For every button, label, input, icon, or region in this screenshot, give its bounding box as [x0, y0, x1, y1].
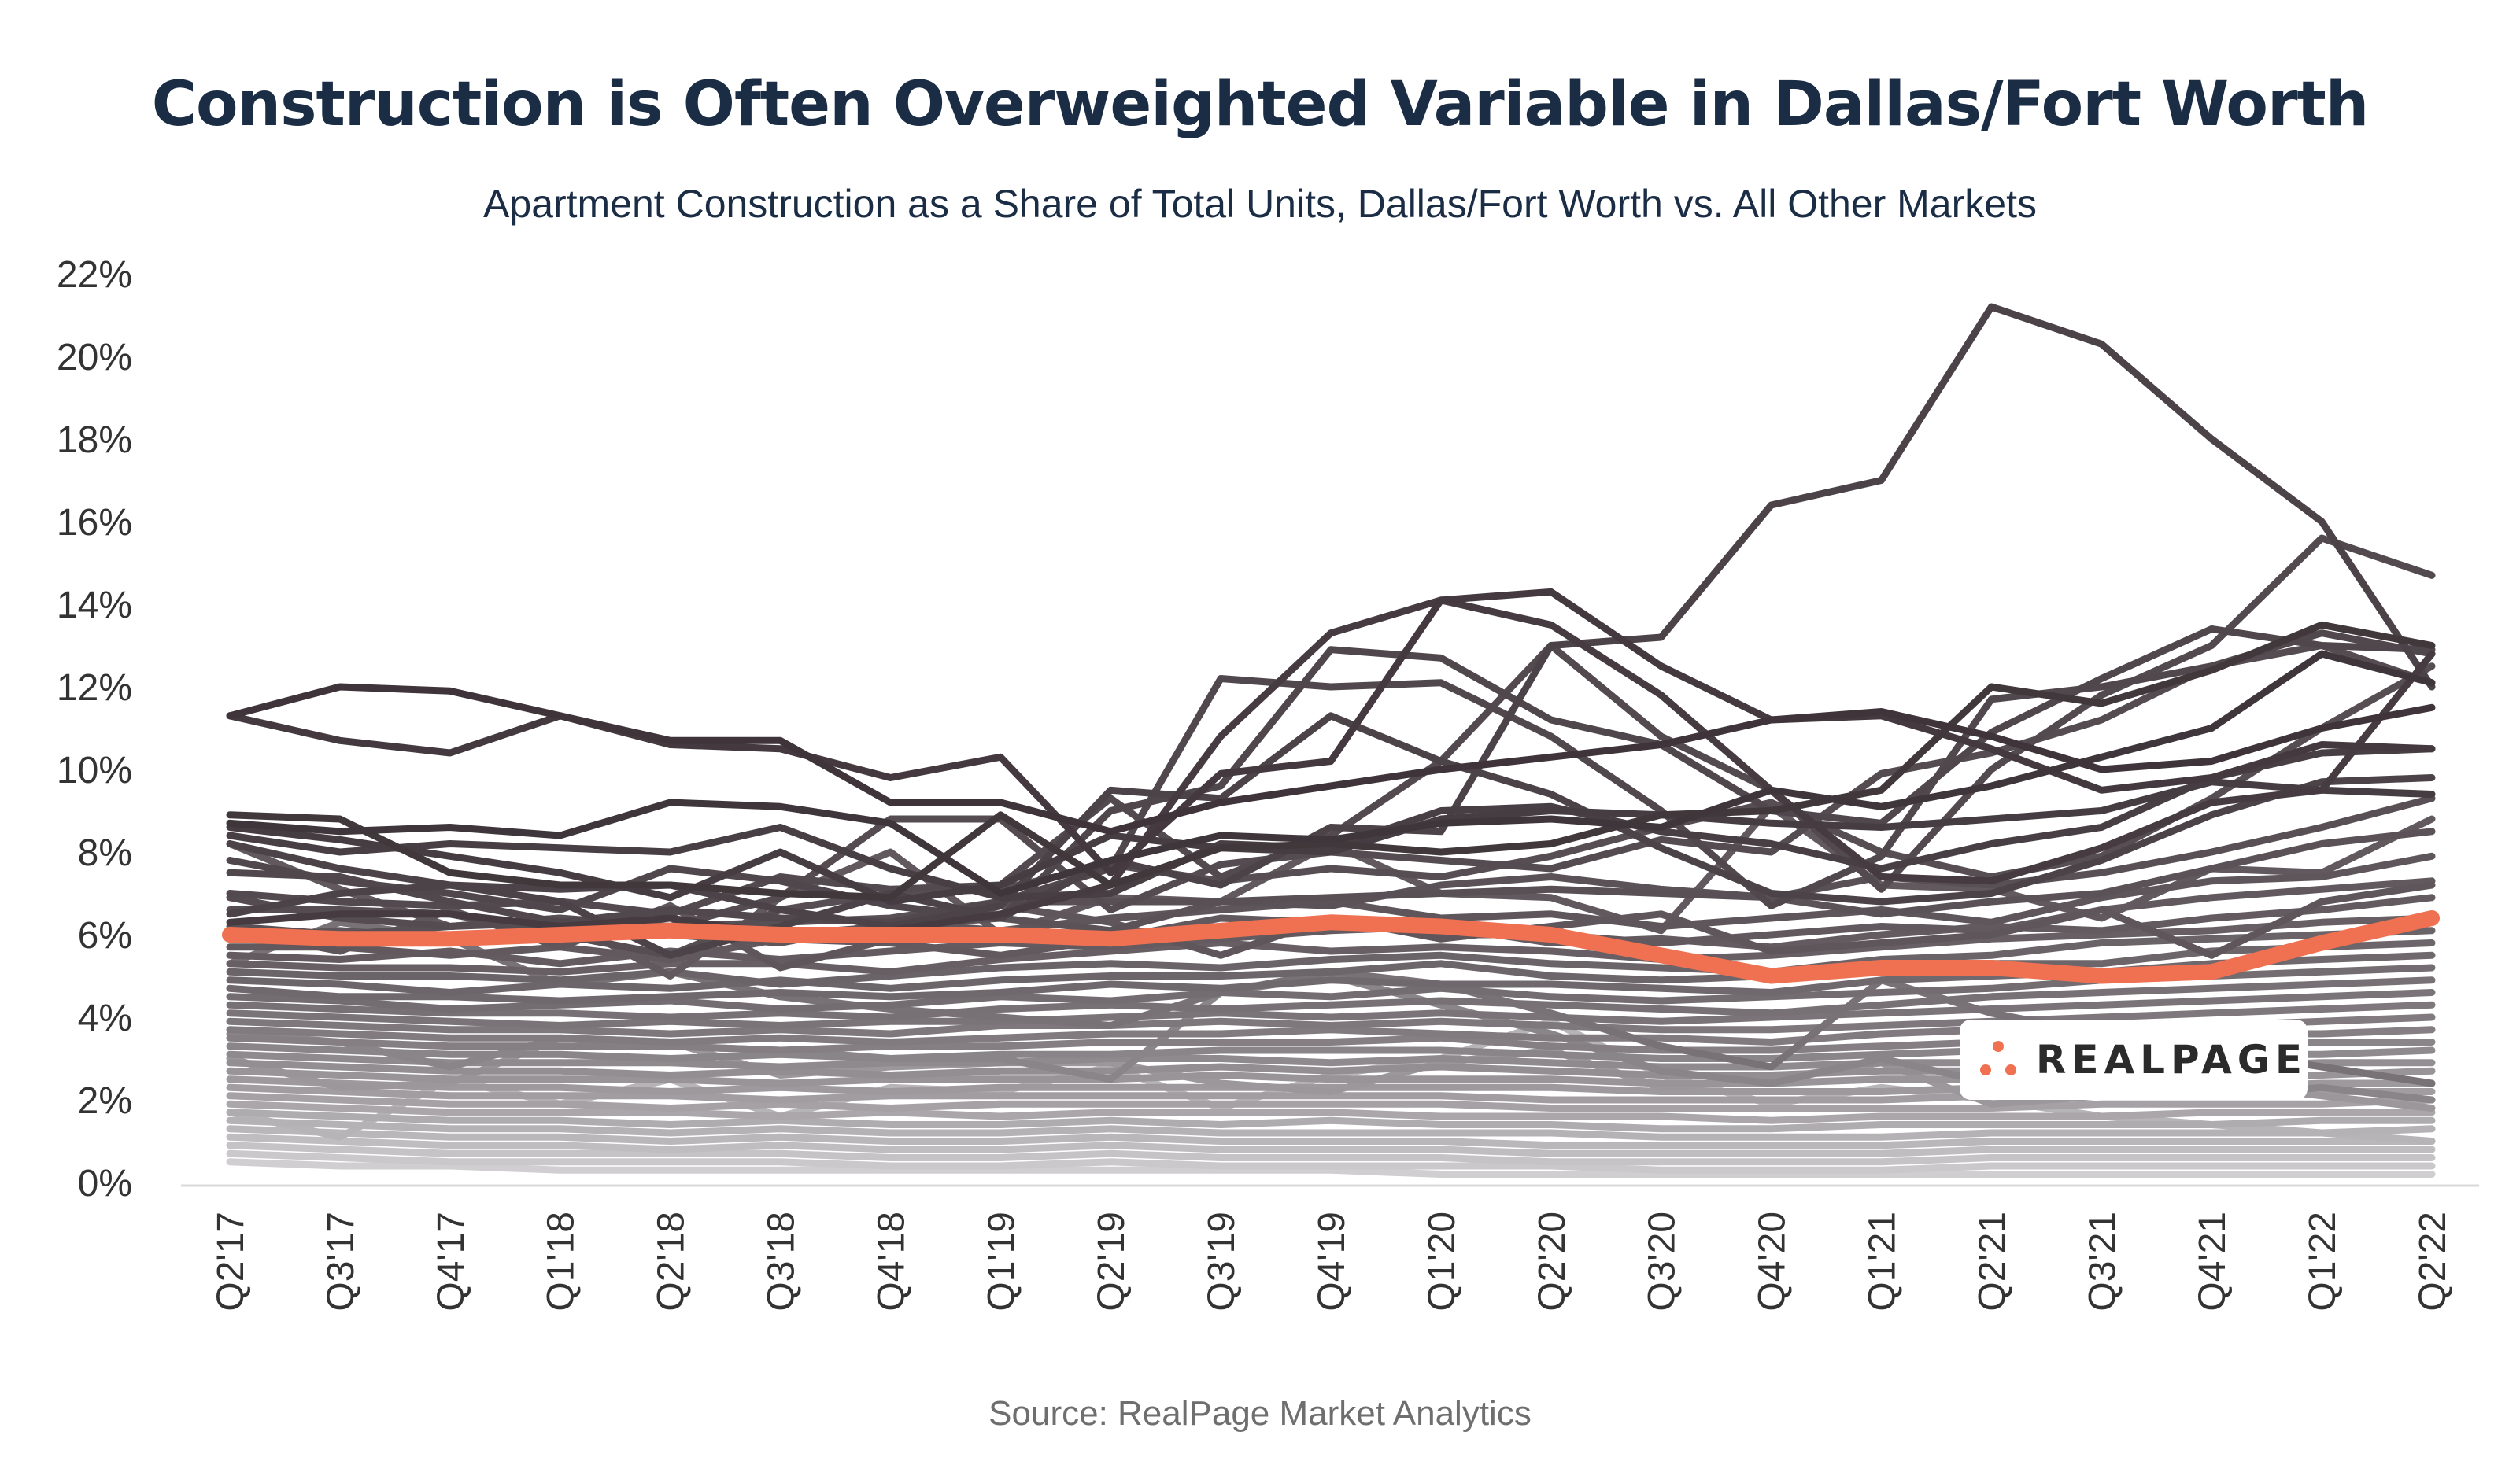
market-series-line [226, 939, 2436, 996]
realpage-logo: REALPAGE [1960, 1020, 2308, 1100]
x-tick-label: Q2'22 [2412, 1212, 2454, 1312]
y-tick-label: 2% [78, 1080, 132, 1122]
dallas-fort-worth-series-line [222, 910, 2440, 984]
market-series-line [226, 964, 2436, 1013]
market-series-line [226, 662, 2436, 959]
market-series-line [226, 1092, 2436, 1112]
x-tick-label: Q2'20 [1532, 1212, 1573, 1312]
x-tick-label: Q4'20 [1752, 1212, 1794, 1312]
x-tick-label: Q2'18 [651, 1212, 693, 1312]
x-tick-label: Q1'18 [541, 1212, 582, 1312]
market-series-line [226, 927, 2436, 988]
x-tick-label: Q3'19 [1201, 1212, 1243, 1312]
y-tick-label: 16% [57, 502, 132, 544]
y-tick-label: 8% [78, 832, 132, 874]
market-series-line [226, 1109, 2436, 1133]
x-tick-label: Q1'21 [1862, 1212, 1904, 1312]
y-axis-ticks: 0% 2% 4% 6% 8% 10% 12% 14% 16% 18% 20% 22% [57, 254, 132, 1205]
market-series-line [226, 1116, 2436, 1141]
market-series-line [226, 303, 2436, 959]
market-series-line [226, 1133, 2436, 1157]
market-series-line [226, 596, 2436, 939]
chart-title: Construction is Often Overweighted Varia… [151, 69, 2370, 140]
market-series-line [226, 1149, 2436, 1174]
market-series-line [226, 1158, 2436, 1178]
market-series-line [226, 621, 2436, 902]
y-tick-label: 6% [78, 915, 132, 957]
x-tick-label: Q4'17 [430, 1212, 472, 1312]
x-tick-label: Q3'17 [320, 1212, 362, 1312]
market-series-line [226, 778, 2436, 906]
y-tick-label: 22% [57, 254, 132, 296]
x-tick-label: Q3'20 [1642, 1212, 1683, 1312]
x-tick-label: Q3'21 [2082, 1212, 2123, 1312]
market-series-line [226, 1001, 2436, 1038]
market-series-line [226, 1100, 2436, 1124]
x-tick-label: Q4'21 [2192, 1212, 2234, 1312]
x-tick-label: Q2'19 [1091, 1212, 1133, 1312]
market-series-line [226, 534, 2436, 918]
x-tick-label: Q4'19 [1311, 1212, 1353, 1312]
y-tick-label: 18% [57, 419, 132, 461]
y-tick-label: 4% [78, 998, 132, 1039]
market-series-line [226, 976, 2436, 1021]
y-tick-label: 0% [78, 1163, 132, 1205]
logo-text: REALPAGE [2035, 1037, 2308, 1083]
x-tick-label: Q3'18 [761, 1212, 803, 1312]
x-tick-label: Q1'19 [981, 1212, 1022, 1312]
market-series-line [226, 745, 2436, 902]
highlight-layer [222, 910, 2440, 984]
x-tick-label: Q2'17 [210, 1212, 252, 1312]
realpage-dots-icon [1975, 1038, 2025, 1082]
market-series-line [226, 650, 2436, 897]
market-series-line [226, 1142, 2436, 1166]
x-axis-ticks: Q2'17 Q3'17 Q4'17 Q1'18 Q2'18 Q3'18 Q4'18 Q1'19… [210, 1212, 2454, 1312]
y-tick-label: 12% [57, 667, 132, 709]
market-series-line [226, 683, 2436, 836]
x-tick-label: Q1'22 [2302, 1212, 2344, 1312]
chart-subtitle: Apartment Construction as a Share of Tot… [483, 182, 2037, 226]
y-tick-label: 20% [57, 337, 132, 378]
market-series-line [226, 894, 2436, 968]
market-series-line [226, 1125, 2436, 1149]
x-tick-label: Q2'21 [1971, 1212, 2013, 1312]
market-series-line [226, 989, 2436, 1029]
x-tick-label: Q4'18 [870, 1212, 912, 1312]
y-tick-label: 10% [57, 750, 132, 791]
y-tick-label: 14% [57, 585, 132, 626]
source-note: Source: RealPage Market Analytics [988, 1394, 1532, 1433]
x-tick-label: Q1'20 [1421, 1212, 1463, 1312]
market-series-line [226, 914, 2436, 976]
